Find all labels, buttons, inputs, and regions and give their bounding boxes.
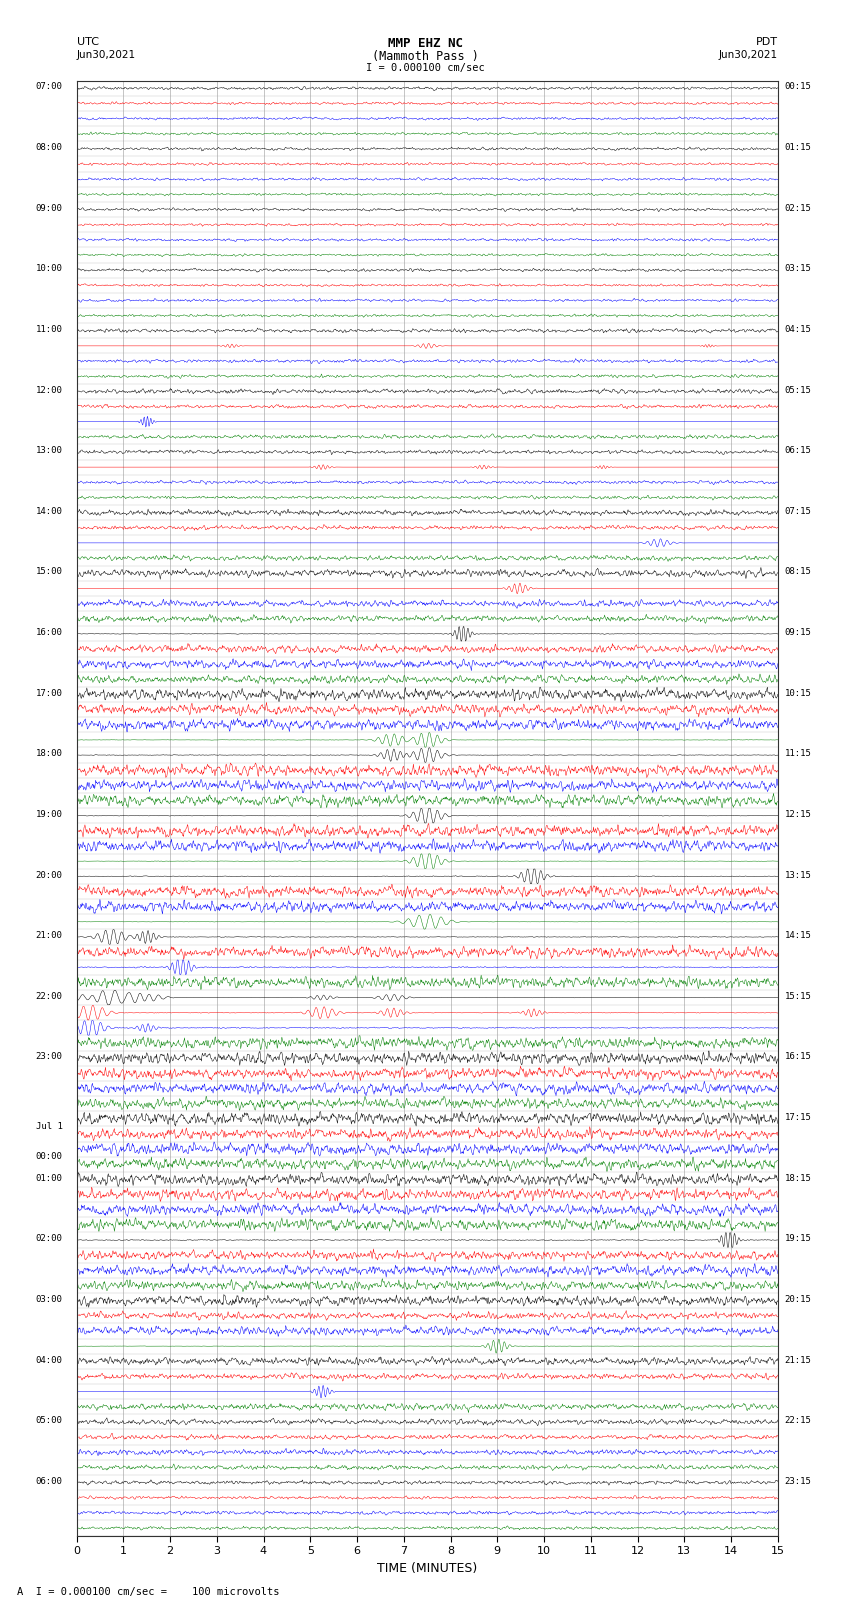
Text: 11:00: 11:00 xyxy=(36,324,63,334)
Text: 23:15: 23:15 xyxy=(785,1478,812,1486)
Text: 14:15: 14:15 xyxy=(785,931,812,940)
Text: MMP EHZ NC: MMP EHZ NC xyxy=(388,37,462,50)
Text: 01:00: 01:00 xyxy=(36,1174,63,1182)
Text: 09:00: 09:00 xyxy=(36,203,63,213)
Text: 04:15: 04:15 xyxy=(785,324,812,334)
Text: 18:15: 18:15 xyxy=(785,1174,812,1182)
Text: 10:00: 10:00 xyxy=(36,265,63,273)
Text: 07:15: 07:15 xyxy=(785,506,812,516)
Text: 07:00: 07:00 xyxy=(36,82,63,92)
Text: A  I = 0.000100 cm/sec =    100 microvolts: A I = 0.000100 cm/sec = 100 microvolts xyxy=(17,1587,280,1597)
Text: 08:15: 08:15 xyxy=(785,568,812,576)
Text: 08:00: 08:00 xyxy=(36,144,63,152)
Text: 06:15: 06:15 xyxy=(785,447,812,455)
Text: I = 0.000100 cm/sec: I = 0.000100 cm/sec xyxy=(366,63,484,73)
Text: UTC: UTC xyxy=(76,37,99,47)
Text: 18:00: 18:00 xyxy=(36,750,63,758)
Text: 00:15: 00:15 xyxy=(785,82,812,92)
Text: 16:15: 16:15 xyxy=(785,1052,812,1061)
Text: 23:00: 23:00 xyxy=(36,1052,63,1061)
Text: 22:00: 22:00 xyxy=(36,992,63,1000)
Text: 00:00: 00:00 xyxy=(36,1152,63,1161)
Text: 12:15: 12:15 xyxy=(785,810,812,819)
Text: 17:00: 17:00 xyxy=(36,689,63,698)
Text: 10:15: 10:15 xyxy=(785,689,812,698)
Text: 15:00: 15:00 xyxy=(36,568,63,576)
Text: 15:15: 15:15 xyxy=(785,992,812,1000)
Text: 19:15: 19:15 xyxy=(785,1234,812,1244)
Text: Jun30,2021: Jun30,2021 xyxy=(76,50,136,60)
Text: 21:00: 21:00 xyxy=(36,931,63,940)
Text: 05:15: 05:15 xyxy=(785,386,812,395)
Text: 21:15: 21:15 xyxy=(785,1355,812,1365)
Text: 05:00: 05:00 xyxy=(36,1416,63,1426)
Text: 12:00: 12:00 xyxy=(36,386,63,395)
Text: 17:15: 17:15 xyxy=(785,1113,812,1123)
Text: 20:00: 20:00 xyxy=(36,871,63,879)
Text: 13:00: 13:00 xyxy=(36,447,63,455)
Text: Jul 1: Jul 1 xyxy=(36,1123,63,1131)
Text: 19:00: 19:00 xyxy=(36,810,63,819)
Text: 02:00: 02:00 xyxy=(36,1234,63,1244)
Text: 06:00: 06:00 xyxy=(36,1478,63,1486)
Text: 03:00: 03:00 xyxy=(36,1295,63,1303)
Text: 03:15: 03:15 xyxy=(785,265,812,273)
Text: 02:15: 02:15 xyxy=(785,203,812,213)
Text: 01:15: 01:15 xyxy=(785,144,812,152)
Text: 13:15: 13:15 xyxy=(785,871,812,879)
Text: 11:15: 11:15 xyxy=(785,750,812,758)
X-axis label: TIME (MINUTES): TIME (MINUTES) xyxy=(377,1561,477,1574)
Text: 14:00: 14:00 xyxy=(36,506,63,516)
Text: (Mammoth Pass ): (Mammoth Pass ) xyxy=(371,50,479,63)
Text: 09:15: 09:15 xyxy=(785,627,812,637)
Text: 22:15: 22:15 xyxy=(785,1416,812,1426)
Text: PDT: PDT xyxy=(756,37,778,47)
Text: Jun30,2021: Jun30,2021 xyxy=(718,50,778,60)
Text: 16:00: 16:00 xyxy=(36,627,63,637)
Text: 20:15: 20:15 xyxy=(785,1295,812,1303)
Text: 04:00: 04:00 xyxy=(36,1355,63,1365)
